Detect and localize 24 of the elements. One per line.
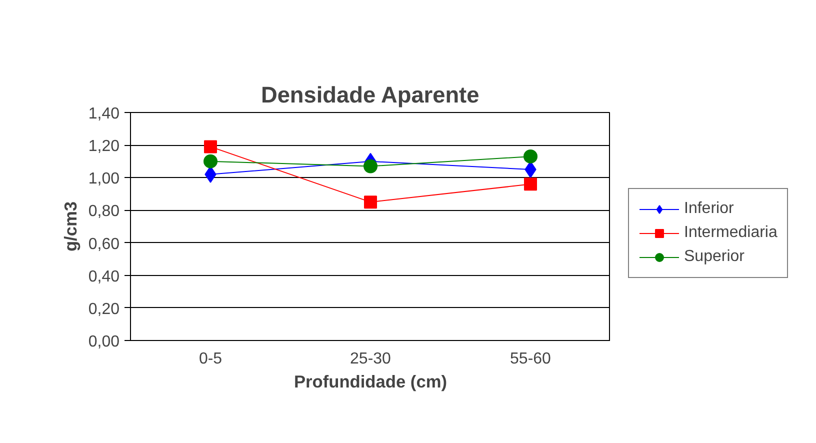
y-tick-label: 1,40	[88, 106, 120, 122]
point	[204, 154, 218, 168]
point	[524, 161, 536, 178]
x-tick-label: 55-60	[510, 350, 552, 368]
point	[524, 149, 538, 164]
y-tick-label: 0,60	[88, 236, 120, 253]
chart-title: Densidade Aparente	[260, 82, 480, 108]
legend-label: Inferior	[684, 200, 734, 218]
legend-label: Intermediaria	[684, 224, 778, 242]
legend-label: Superior	[684, 248, 744, 266]
y-tick-label: 0,00	[88, 334, 120, 350]
x-axis-title: Profundidade (cm)	[294, 372, 448, 392]
point	[364, 196, 377, 209]
y-tick-label: 0,80	[88, 203, 120, 220]
x-tick-label: 25-30	[350, 350, 392, 368]
point	[204, 140, 217, 154]
y-tick-label: 0,20	[88, 300, 120, 318]
point	[524, 178, 537, 191]
point	[364, 159, 378, 174]
y-tick-label: 1,20	[88, 138, 120, 156]
x-tick-label: 0-5	[198, 350, 222, 368]
y-axis-title: g/cm3	[60, 201, 80, 252]
y-tick-label: 1,00	[88, 170, 120, 188]
y-tick-label: 0,40	[88, 268, 120, 286]
